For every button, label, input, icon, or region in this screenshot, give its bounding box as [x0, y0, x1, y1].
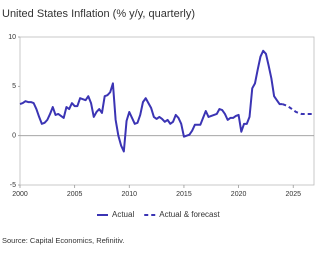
data-line [281, 103, 313, 115]
y-tick-label: -5 [10, 182, 16, 189]
x-tick-label: 2015 [176, 191, 192, 198]
x-tick-label: 2000 [12, 191, 28, 198]
y-tick-label: 5 [12, 83, 16, 90]
legend-label: Actual & forecast [159, 210, 220, 219]
y-tick-label: 10 [8, 34, 16, 41]
y-tick-label: 0 [12, 133, 16, 140]
legend-label: Actual [112, 210, 134, 219]
x-tick-label: 2010 [122, 191, 138, 198]
x-tick-label: 2025 [285, 191, 301, 198]
plot-frame [19, 36, 315, 186]
data-line [19, 49, 283, 153]
source-note: Source: Capital Economics, Refinitiv. [2, 236, 124, 245]
chart-title: United States Inflation (% y/y, quarterl… [2, 8, 195, 20]
x-tick-label: 2005 [67, 191, 83, 198]
x-tick-label: 2020 [231, 191, 247, 198]
